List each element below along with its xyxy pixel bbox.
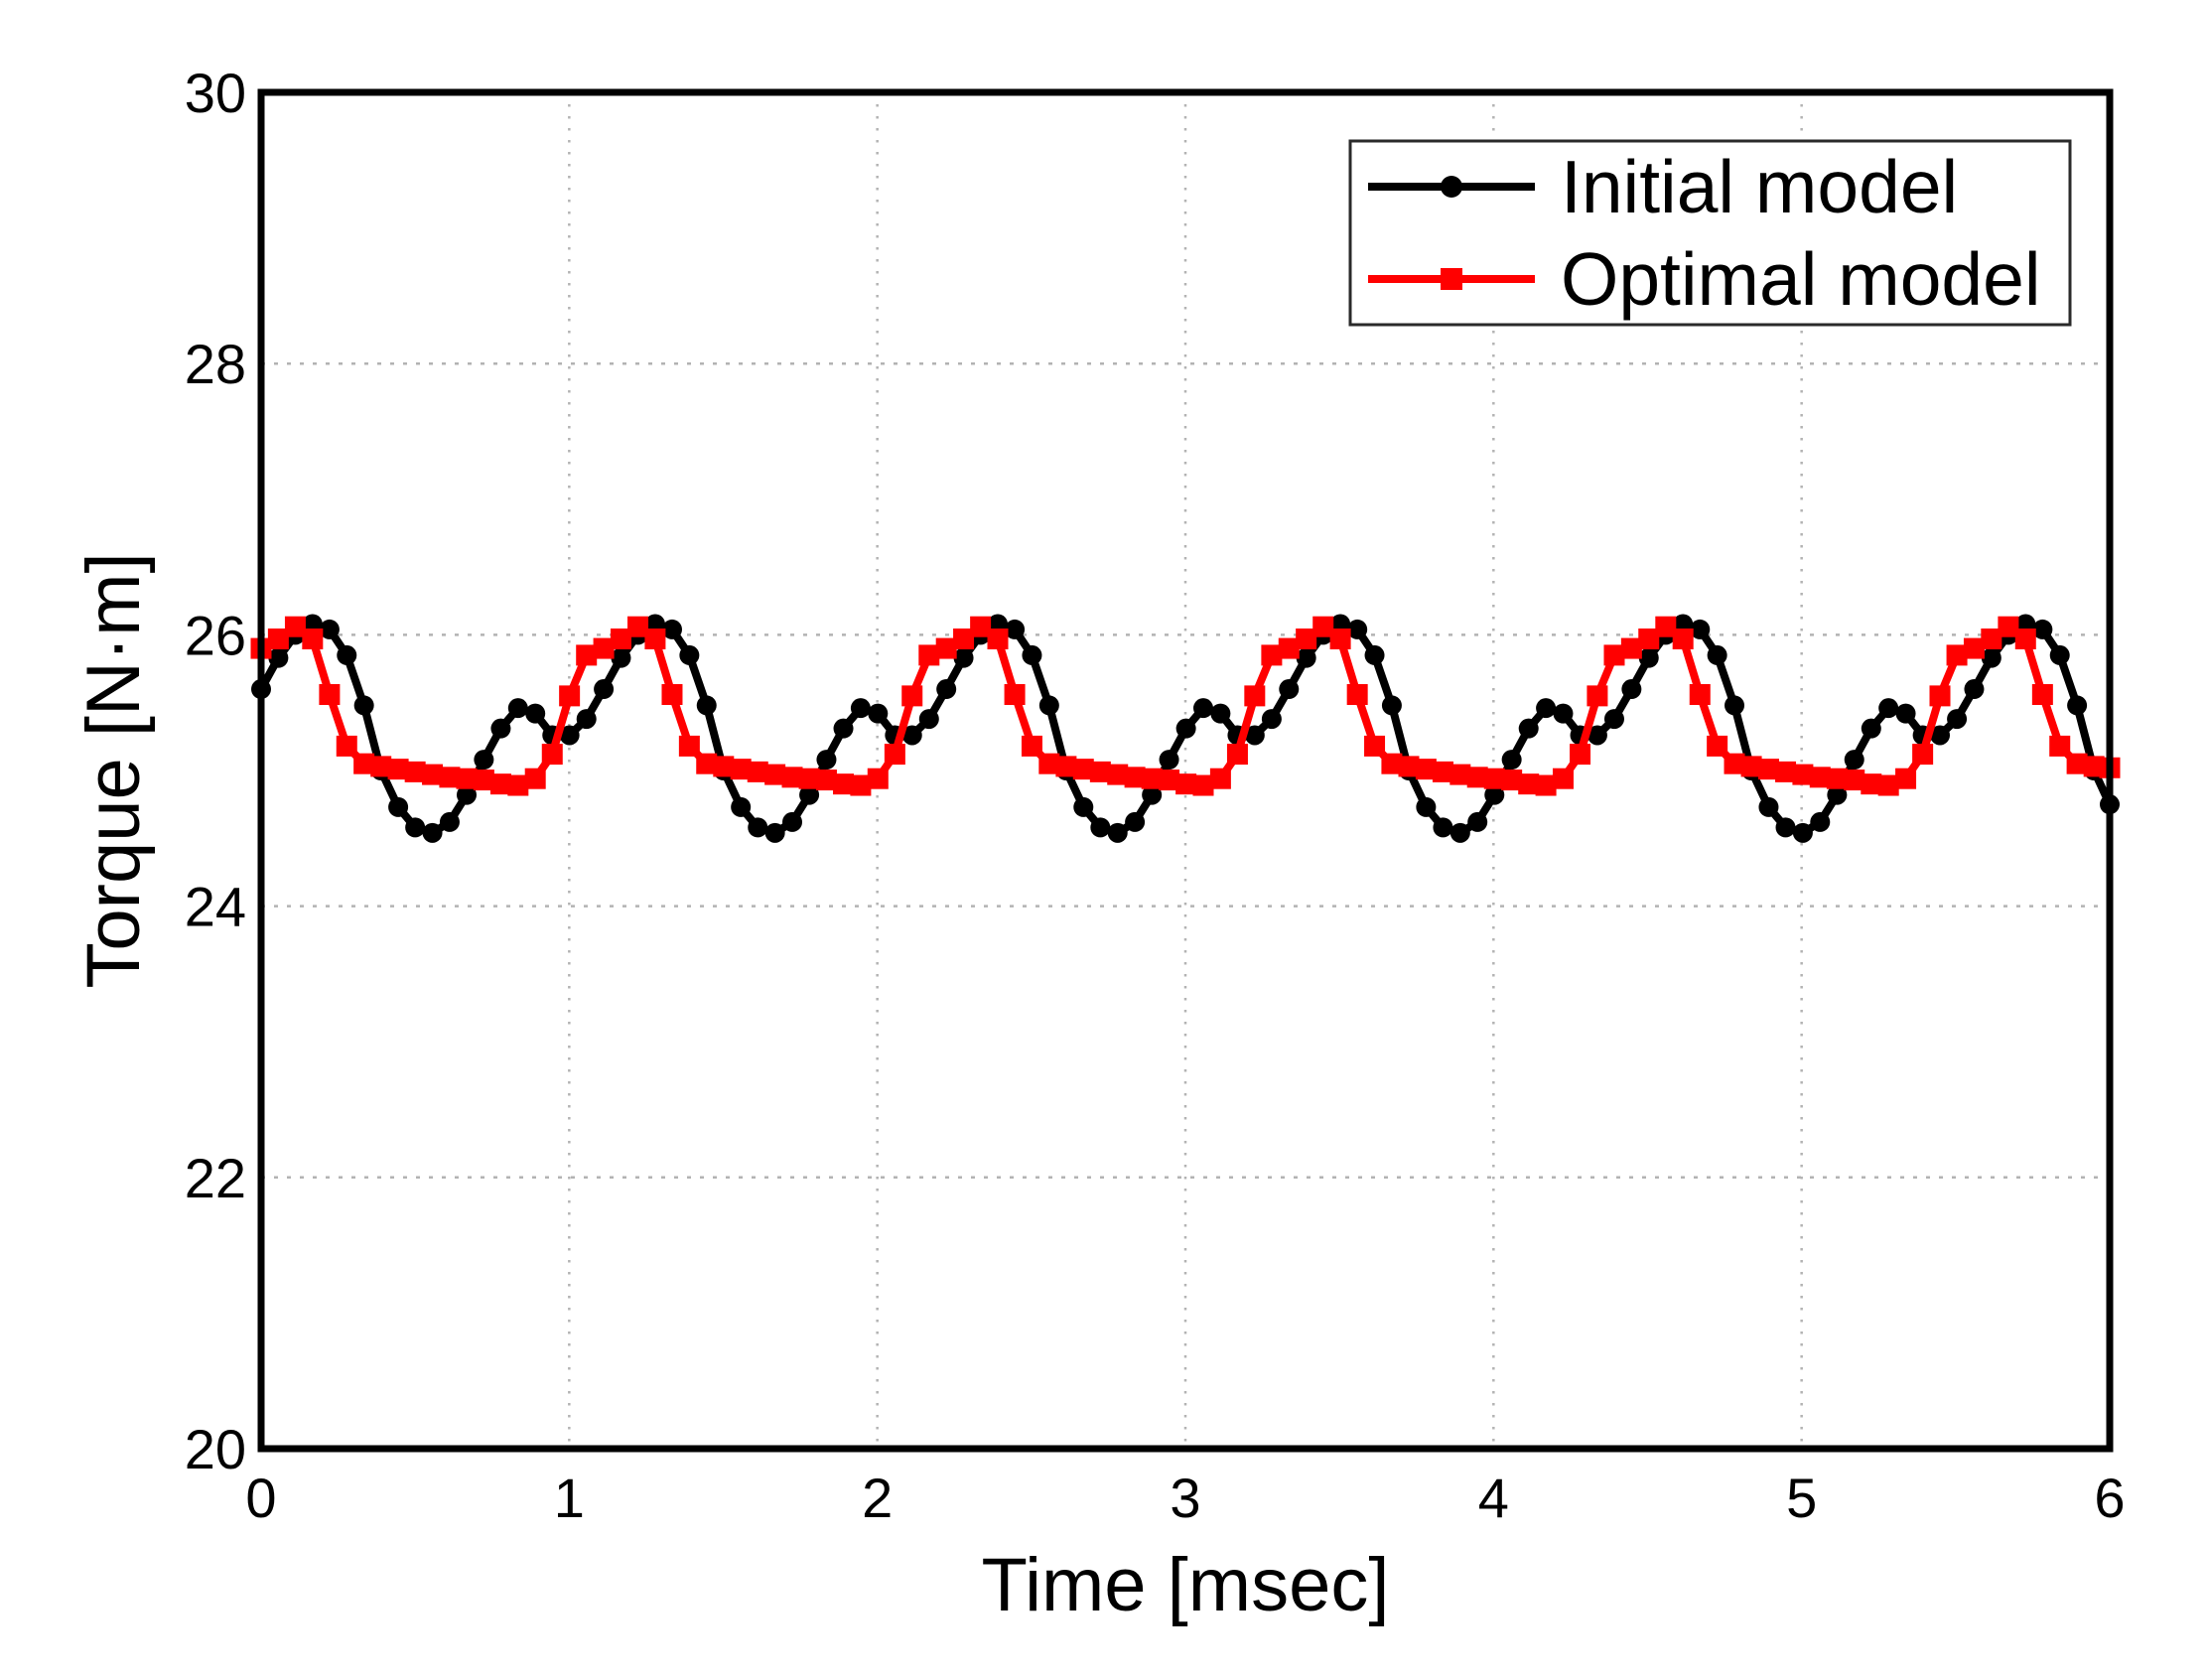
x-tick-labels: 0 1 2 3 4 5 6 xyxy=(245,1467,2125,1529)
legend-item-optimal-model: Optimal model xyxy=(1368,237,2041,321)
y-tick-label: 26 xyxy=(185,604,246,666)
legend-label-optimal: Optimal model xyxy=(1561,237,2041,321)
y-tick-label: 20 xyxy=(185,1418,246,1480)
data-point-markers xyxy=(250,616,2121,796)
series-group xyxy=(250,614,2121,843)
x-tick-label: 2 xyxy=(862,1467,893,1529)
y-axis-label: Torque [N·m] xyxy=(71,552,156,988)
legend-box xyxy=(1348,139,2072,327)
x-tick-label: 3 xyxy=(1170,1467,1200,1529)
y-tick-labels: 20 22 24 26 28 30 xyxy=(185,62,246,1480)
legend-circle-marker-icon xyxy=(1441,176,1462,198)
x-tick-label: 6 xyxy=(2094,1467,2125,1529)
optimal-model-series xyxy=(250,616,2121,796)
y-tick-label: 22 xyxy=(185,1147,246,1209)
x-tick-label: 5 xyxy=(1786,1467,1817,1529)
x-tick-label: 0 xyxy=(245,1467,276,1529)
y-tick-label: 28 xyxy=(185,333,246,395)
y-tick-label: 24 xyxy=(185,876,246,938)
x-tick-label: 4 xyxy=(1478,1467,1509,1529)
legend-square-marker-icon xyxy=(1441,268,1462,290)
legend: Initial model Optimal model xyxy=(1348,139,2072,327)
plot-frame xyxy=(257,88,2114,1453)
y-tick-label: 30 xyxy=(185,62,246,124)
legend-label-initial: Initial model xyxy=(1561,145,1958,228)
legend-item-initial-model: Initial model xyxy=(1368,145,1958,228)
x-axis-label: Time [msec] xyxy=(982,1543,1390,1627)
x-tick-label: 1 xyxy=(554,1467,585,1529)
